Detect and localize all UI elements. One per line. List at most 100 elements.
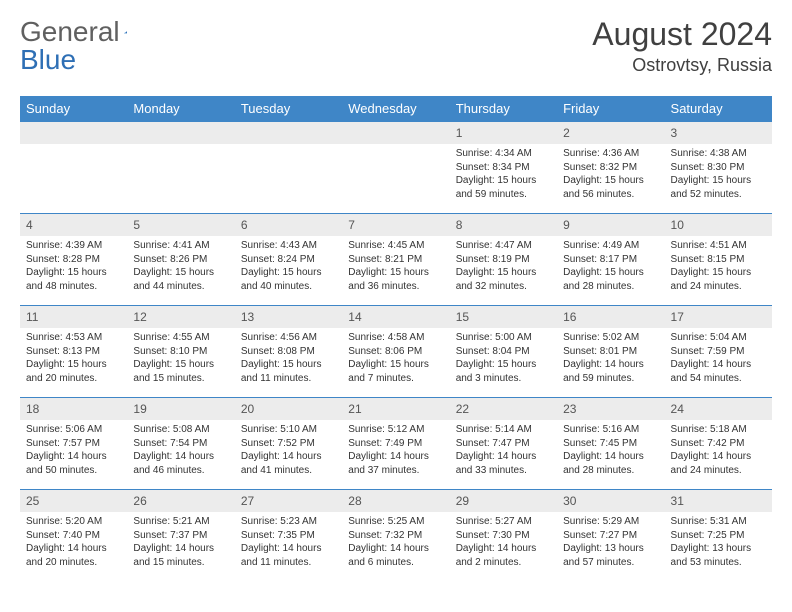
day-body: Sunrise: 4:41 AMSunset: 8:26 PMDaylight:… [127, 236, 234, 297]
weekday-header-row: Sunday Monday Tuesday Wednesday Thursday… [20, 96, 772, 122]
sunset-text: Sunset: 8:06 PM [348, 345, 443, 359]
daylight-text: Daylight: 14 hours and 15 minutes. [133, 542, 228, 569]
day-number [342, 122, 449, 144]
calendar-day-cell: 12Sunrise: 4:55 AMSunset: 8:10 PMDayligh… [127, 306, 234, 398]
daylight-text: Daylight: 14 hours and 54 minutes. [671, 358, 766, 385]
day-body: Sunrise: 5:08 AMSunset: 7:54 PMDaylight:… [127, 420, 234, 481]
daylight-text: Daylight: 13 hours and 57 minutes. [563, 542, 658, 569]
weekday-header: Tuesday [235, 96, 342, 122]
calendar-day-cell: 14Sunrise: 4:58 AMSunset: 8:06 PMDayligh… [342, 306, 449, 398]
calendar-day-cell: 6Sunrise: 4:43 AMSunset: 8:24 PMDaylight… [235, 214, 342, 306]
daylight-text: Daylight: 15 hours and 28 minutes. [563, 266, 658, 293]
sunset-text: Sunset: 8:08 PM [241, 345, 336, 359]
sunrise-text: Sunrise: 4:55 AM [133, 331, 228, 345]
sunset-text: Sunset: 7:40 PM [26, 529, 121, 543]
sunrise-text: Sunrise: 4:49 AM [563, 239, 658, 253]
sunset-text: Sunset: 7:54 PM [133, 437, 228, 451]
calendar-week-row: 18Sunrise: 5:06 AMSunset: 7:57 PMDayligh… [20, 398, 772, 490]
sunrise-text: Sunrise: 4:58 AM [348, 331, 443, 345]
sunrise-text: Sunrise: 4:39 AM [26, 239, 121, 253]
day-number: 21 [342, 398, 449, 420]
calendar-week-row: 1Sunrise: 4:34 AMSunset: 8:34 PMDaylight… [20, 122, 772, 214]
day-number: 1 [450, 122, 557, 144]
day-number: 25 [20, 490, 127, 512]
daylight-text: Daylight: 15 hours and 32 minutes. [456, 266, 551, 293]
day-body: Sunrise: 4:38 AMSunset: 8:30 PMDaylight:… [665, 144, 772, 205]
calendar-day-cell: 20Sunrise: 5:10 AMSunset: 7:52 PMDayligh… [235, 398, 342, 490]
sunrise-text: Sunrise: 4:51 AM [671, 239, 766, 253]
calendar-day-cell: 18Sunrise: 5:06 AMSunset: 7:57 PMDayligh… [20, 398, 127, 490]
day-number: 6 [235, 214, 342, 236]
sunrise-text: Sunrise: 5:18 AM [671, 423, 766, 437]
day-number: 23 [557, 398, 664, 420]
daylight-text: Daylight: 15 hours and 3 minutes. [456, 358, 551, 385]
day-body: Sunrise: 5:21 AMSunset: 7:37 PMDaylight:… [127, 512, 234, 573]
calendar-week-row: 25Sunrise: 5:20 AMSunset: 7:40 PMDayligh… [20, 490, 772, 582]
sunrise-text: Sunrise: 5:00 AM [456, 331, 551, 345]
calendar-day-cell: 17Sunrise: 5:04 AMSunset: 7:59 PMDayligh… [665, 306, 772, 398]
sunset-text: Sunset: 7:59 PM [671, 345, 766, 359]
sunset-text: Sunset: 8:24 PM [241, 253, 336, 267]
day-number: 29 [450, 490, 557, 512]
day-body: Sunrise: 4:39 AMSunset: 8:28 PMDaylight:… [20, 236, 127, 297]
daylight-text: Daylight: 15 hours and 7 minutes. [348, 358, 443, 385]
weekday-header: Saturday [665, 96, 772, 122]
day-body: Sunrise: 5:10 AMSunset: 7:52 PMDaylight:… [235, 420, 342, 481]
day-body: Sunrise: 5:02 AMSunset: 8:01 PMDaylight:… [557, 328, 664, 389]
weekday-header: Wednesday [342, 96, 449, 122]
daylight-text: Daylight: 14 hours and 28 minutes. [563, 450, 658, 477]
daylight-text: Daylight: 14 hours and 33 minutes. [456, 450, 551, 477]
day-body: Sunrise: 5:14 AMSunset: 7:47 PMDaylight:… [450, 420, 557, 481]
sunset-text: Sunset: 7:57 PM [26, 437, 121, 451]
day-number: 8 [450, 214, 557, 236]
sunset-text: Sunset: 8:04 PM [456, 345, 551, 359]
sunset-text: Sunset: 7:37 PM [133, 529, 228, 543]
sunset-text: Sunset: 8:32 PM [563, 161, 658, 175]
daylight-text: Daylight: 15 hours and 24 minutes. [671, 266, 766, 293]
calendar-day-cell: 9Sunrise: 4:49 AMSunset: 8:17 PMDaylight… [557, 214, 664, 306]
day-body: Sunrise: 5:16 AMSunset: 7:45 PMDaylight:… [557, 420, 664, 481]
sunrise-text: Sunrise: 5:20 AM [26, 515, 121, 529]
sunset-text: Sunset: 7:45 PM [563, 437, 658, 451]
sunset-text: Sunset: 7:42 PM [671, 437, 766, 451]
sunset-text: Sunset: 8:19 PM [456, 253, 551, 267]
daylight-text: Daylight: 13 hours and 53 minutes. [671, 542, 766, 569]
daylight-text: Daylight: 14 hours and 2 minutes. [456, 542, 551, 569]
day-body: Sunrise: 4:47 AMSunset: 8:19 PMDaylight:… [450, 236, 557, 297]
day-body: Sunrise: 5:29 AMSunset: 7:27 PMDaylight:… [557, 512, 664, 573]
calendar-day-cell: 19Sunrise: 5:08 AMSunset: 7:54 PMDayligh… [127, 398, 234, 490]
sunset-text: Sunset: 7:52 PM [241, 437, 336, 451]
day-body: Sunrise: 5:23 AMSunset: 7:35 PMDaylight:… [235, 512, 342, 573]
sunrise-text: Sunrise: 4:45 AM [348, 239, 443, 253]
sunset-text: Sunset: 8:15 PM [671, 253, 766, 267]
sunrise-text: Sunrise: 5:10 AM [241, 423, 336, 437]
day-number: 16 [557, 306, 664, 328]
day-body: Sunrise: 5:18 AMSunset: 7:42 PMDaylight:… [665, 420, 772, 481]
day-body: Sunrise: 5:12 AMSunset: 7:49 PMDaylight:… [342, 420, 449, 481]
day-body: Sunrise: 4:34 AMSunset: 8:34 PMDaylight:… [450, 144, 557, 205]
daylight-text: Daylight: 14 hours and 20 minutes. [26, 542, 121, 569]
sunset-text: Sunset: 8:28 PM [26, 253, 121, 267]
day-body: Sunrise: 4:36 AMSunset: 8:32 PMDaylight:… [557, 144, 664, 205]
calendar-day-cell: 23Sunrise: 5:16 AMSunset: 7:45 PMDayligh… [557, 398, 664, 490]
sunrise-text: Sunrise: 5:27 AM [456, 515, 551, 529]
day-body: Sunrise: 4:45 AMSunset: 8:21 PMDaylight:… [342, 236, 449, 297]
sunset-text: Sunset: 8:13 PM [26, 345, 121, 359]
daylight-text: Daylight: 15 hours and 15 minutes. [133, 358, 228, 385]
calendar-day-cell: 10Sunrise: 4:51 AMSunset: 8:15 PMDayligh… [665, 214, 772, 306]
calendar-week-row: 11Sunrise: 4:53 AMSunset: 8:13 PMDayligh… [20, 306, 772, 398]
day-body: Sunrise: 4:43 AMSunset: 8:24 PMDaylight:… [235, 236, 342, 297]
title-block: August 2024 Ostrovtsy, Russia [592, 16, 772, 76]
calendar-day-cell: 22Sunrise: 5:14 AMSunset: 7:47 PMDayligh… [450, 398, 557, 490]
day-number: 3 [665, 122, 772, 144]
day-number: 20 [235, 398, 342, 420]
calendar-day-cell: 3Sunrise: 4:38 AMSunset: 8:30 PMDaylight… [665, 122, 772, 214]
calendar-day-cell: 29Sunrise: 5:27 AMSunset: 7:30 PMDayligh… [450, 490, 557, 582]
daylight-text: Daylight: 14 hours and 50 minutes. [26, 450, 121, 477]
day-number: 22 [450, 398, 557, 420]
day-number: 31 [665, 490, 772, 512]
calendar-day-cell: 21Sunrise: 5:12 AMSunset: 7:49 PMDayligh… [342, 398, 449, 490]
sunset-text: Sunset: 8:21 PM [348, 253, 443, 267]
calendar-day-cell: 28Sunrise: 5:25 AMSunset: 7:32 PMDayligh… [342, 490, 449, 582]
day-number [20, 122, 127, 144]
